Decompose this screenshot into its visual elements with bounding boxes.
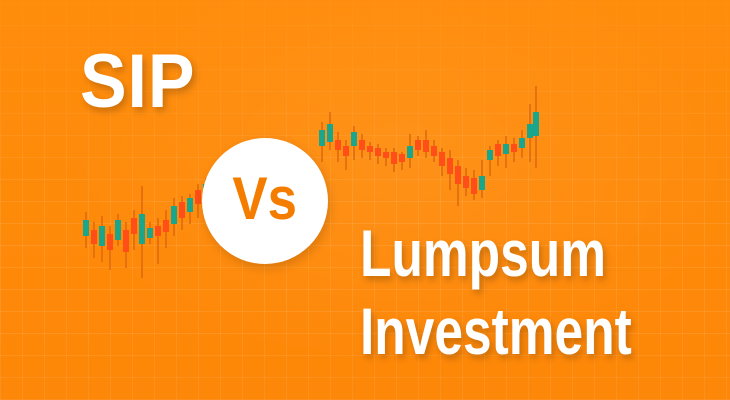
candle-body <box>431 146 437 156</box>
candle-body <box>479 176 485 190</box>
candle-body <box>139 214 145 244</box>
candle-body <box>319 130 325 146</box>
candle-body <box>163 220 169 232</box>
candle-body <box>99 226 105 246</box>
lumpsum-heading: Lumpsum <box>360 216 606 290</box>
candle-body <box>423 140 429 152</box>
candle-body <box>375 148 381 156</box>
candle-body <box>83 220 89 236</box>
candle-body <box>471 178 477 194</box>
investment-heading: Investment <box>360 294 632 368</box>
versus-label: Vs <box>232 165 298 232</box>
candle-body <box>533 112 539 136</box>
candle-body <box>511 144 517 152</box>
candle-body <box>179 202 185 218</box>
candle-body <box>123 230 129 252</box>
candle-body <box>391 152 397 164</box>
versus-badge: Vs <box>202 138 328 264</box>
candle-body <box>447 158 453 174</box>
candle-body <box>359 140 365 150</box>
candle-body <box>495 144 501 156</box>
candle-body <box>439 152 445 166</box>
candle-body <box>131 218 137 234</box>
sip-heading: SIP <box>80 39 196 124</box>
candle-body <box>335 140 341 150</box>
candle-body <box>155 226 161 236</box>
candle-body <box>415 140 421 150</box>
candle-body <box>107 234 113 250</box>
candle-body <box>407 146 413 158</box>
candle-body <box>187 198 193 212</box>
candle-body <box>351 132 357 146</box>
candle-body <box>527 124 533 138</box>
candle-body <box>463 176 469 188</box>
candle-body <box>455 166 461 184</box>
candle-body <box>195 190 201 204</box>
candle-body <box>367 146 373 152</box>
candle-body <box>487 150 493 160</box>
candle-body <box>171 206 177 224</box>
candle-body <box>147 228 153 238</box>
candle-body <box>383 152 389 158</box>
candle-body <box>343 146 349 156</box>
candle-body <box>327 124 333 142</box>
candle-body <box>519 138 525 148</box>
candle-body <box>115 220 121 240</box>
candle-body <box>503 144 509 154</box>
candle-body <box>399 154 405 162</box>
candle-body <box>91 230 97 244</box>
